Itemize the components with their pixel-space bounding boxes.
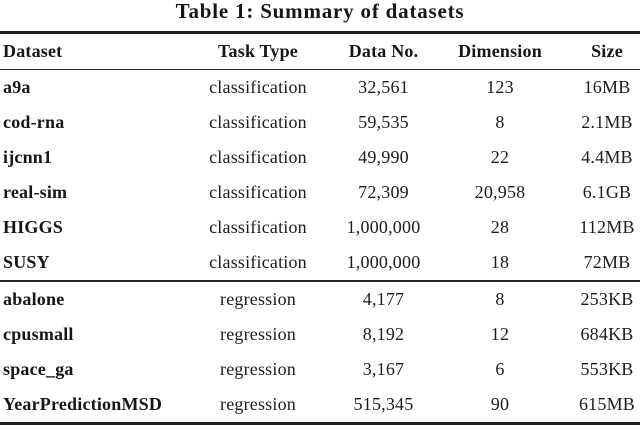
dataset-name-cell: cod-rna (3, 112, 65, 132)
size-cell: 16MB (583, 77, 631, 97)
dimension-cell: 22 (490, 147, 510, 167)
data-no-cell: 32,561 (358, 77, 409, 97)
table-caption: Table 1: Summary of datasets (175, 0, 465, 23)
data-no-cell: 1,000,000 (316, 245, 451, 282)
column-header-dataset: Dataset (0, 32, 200, 70)
task-type-cell: classification (209, 77, 307, 97)
size-cell: 615MB (578, 394, 635, 414)
dimension-cell: 123 (486, 77, 514, 97)
dimension-cell: 18 (451, 245, 549, 282)
size-cell: 4.4MB (581, 147, 633, 167)
column-header-size: Size (549, 32, 640, 70)
dataset-name-cell: HIGGS (3, 217, 64, 237)
task-type-cell: regression (220, 359, 296, 379)
data-no-cell: 8,192 (362, 324, 405, 344)
table-row: SUSY classification 1,000,000 18 72MB (0, 245, 640, 282)
datasets-table: Dataset Task Type Data No. Dimension Siz… (0, 31, 640, 425)
size-cell: 112MB (579, 217, 635, 237)
dataset-name-cell: ijcnn1 (3, 147, 53, 167)
column-header-dimension: Dimension (451, 32, 549, 70)
dataset-name-cell: SUSY (0, 245, 200, 282)
table-row: Dataset Task Type Data No. Dimension Siz… (0, 32, 640, 70)
dataset-name-cell: space_ga (3, 359, 74, 379)
dimension-cell: 20,958 (474, 182, 526, 202)
table-row: a9a classification 32,561 123 16MB (0, 70, 640, 106)
task-type-cell: classification (209, 147, 307, 167)
dataset-name-cell: real-sim (3, 182, 68, 202)
task-type-cell: regression (220, 324, 296, 344)
dataset-name-cell: YearPredictionMSD (3, 394, 163, 414)
column-header-data-no: Data No. (316, 32, 451, 70)
size-cell: 253KB (580, 289, 634, 309)
regression-group: abalone regression 4,177 8 253KB cpusmall regr… (0, 281, 640, 424)
dimension-cell: 12 (490, 324, 510, 344)
dataset-name-cell: a9a (3, 77, 31, 97)
dimension-cell: 90 (490, 394, 510, 414)
table-header-row: Dataset Task Type Data No. Dimension Siz… (0, 32, 640, 70)
data-no-cell: 4,177 (362, 289, 405, 309)
dimension-cell: 8 (495, 112, 505, 132)
size-cell: 72MB (549, 245, 640, 282)
size-cell: 684KB (580, 324, 634, 344)
table-row: real-sim classification 72,309 20,958 6.1GB (0, 175, 640, 210)
dataset-name-cell: abalone (3, 289, 65, 309)
data-no-cell: 72,309 (358, 182, 409, 202)
data-no-cell: 59,535 (358, 112, 409, 132)
table-row: space_ga regression 3,167 6 553KB (0, 352, 640, 387)
table-row: abalone regression 4,177 8 253KB (0, 281, 640, 317)
task-type-cell: classification (209, 217, 307, 237)
column-header-task-type: Task Type (200, 32, 316, 70)
dimension-cell: 28 (490, 217, 510, 237)
size-cell: 2.1MB (581, 112, 633, 132)
task-type-cell: classification (209, 182, 307, 202)
table-row: cod-rna classification 59,535 8 2.1MB (0, 105, 640, 140)
table-row: cpusmall regression 8,192 12 684KB (0, 317, 640, 352)
data-no-cell: 3,167 (362, 359, 405, 379)
data-no-cell: 49,990 (358, 147, 409, 167)
classification-group: a9a classification 32,561 123 16MB cod-rna cla… (0, 70, 640, 282)
task-type-cell: classification (200, 245, 316, 282)
dimension-cell: 6 (495, 359, 505, 379)
size-cell: 6.1GB (582, 182, 632, 202)
data-no-cell: 515,345 (353, 394, 414, 414)
data-no-cell: 1,000,000 (346, 217, 421, 237)
task-type-cell: classification (209, 112, 307, 132)
task-type-cell: regression (220, 289, 296, 309)
dataset-name-cell: cpusmall (3, 324, 74, 344)
table-row: YearPredictionMSD regression 515,345 90 615M… (0, 387, 640, 424)
size-cell: 553KB (580, 359, 634, 379)
dimension-cell: 8 (495, 289, 505, 309)
task-type-cell: regression (220, 394, 296, 414)
table-row: HIGGS classification 1,000,000 28 112MB (0, 210, 640, 245)
table-row: ijcnn1 classification 49,990 22 4.4MB (0, 140, 640, 175)
